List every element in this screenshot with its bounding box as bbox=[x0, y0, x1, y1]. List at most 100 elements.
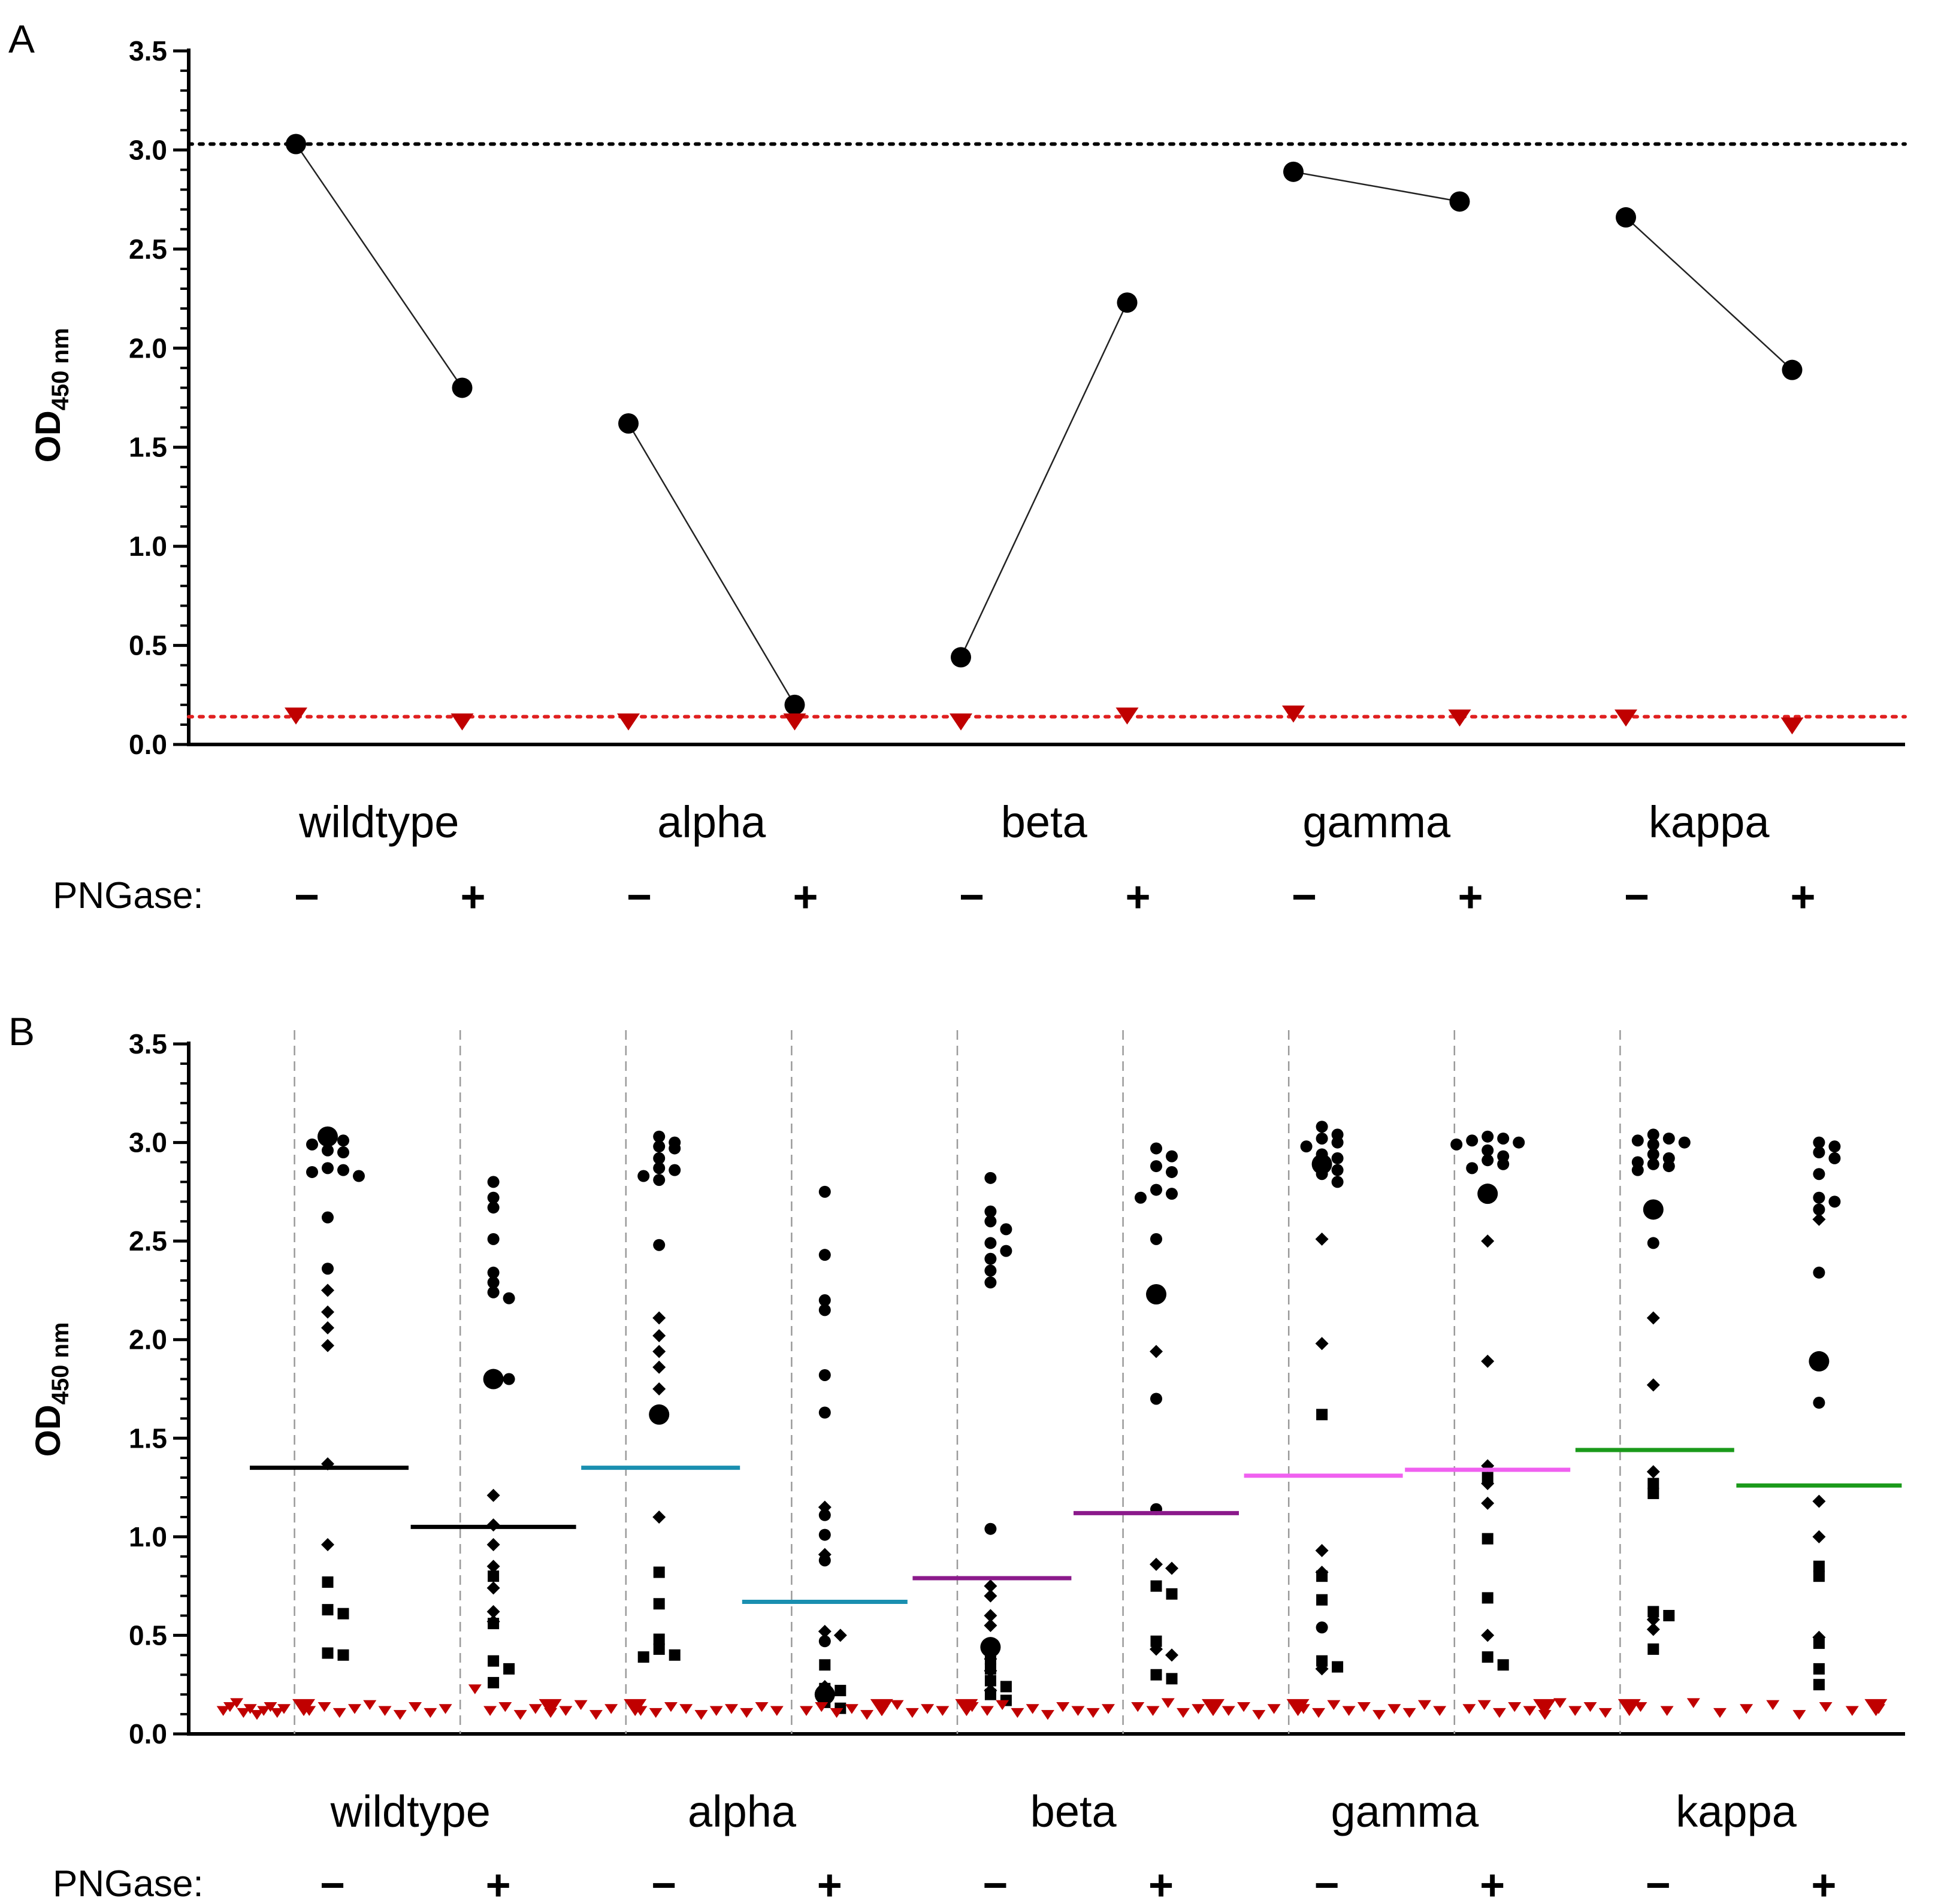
panel-b-square-alpha-minus bbox=[653, 1566, 665, 1578]
panel-b-square-alpha-minus bbox=[653, 1643, 665, 1655]
panel-b-diamond-wildtype-plus bbox=[486, 1581, 500, 1595]
panel-b-control-triangle-kappa-minus bbox=[1492, 1708, 1506, 1718]
panel-b-control-triangle-highlight-wildtype-plus bbox=[539, 1699, 562, 1717]
panel-b-control-triangle-beta-plus bbox=[1011, 1708, 1024, 1718]
panel-b-circle-wildtype-minus bbox=[353, 1170, 365, 1182]
panel-b-circle-alpha-plus bbox=[818, 1369, 831, 1381]
panel-b-diamond-alpha-minus bbox=[652, 1510, 666, 1524]
panel-b-square-gamma-plus bbox=[1497, 1659, 1509, 1671]
panel-b-circle-kappa-plus bbox=[1813, 1168, 1825, 1180]
panel-b-circle-kappa-plus bbox=[1828, 1195, 1841, 1208]
panel-b-square-wildtype-minus bbox=[322, 1604, 334, 1616]
panel-b-diamond-alpha-plus bbox=[818, 1548, 832, 1561]
panel-b-y-tick-label: 3.5 bbox=[129, 1028, 167, 1060]
panel-a-pngase-plus: + bbox=[1125, 873, 1150, 921]
panel-b-circle-gamma-plus bbox=[1482, 1130, 1494, 1143]
panel-b-pngase-plus: + bbox=[1148, 1861, 1174, 1904]
panel-b-control-triangle-alpha-plus bbox=[664, 1702, 678, 1712]
panel-b-diamond-wildtype-plus bbox=[486, 1560, 500, 1573]
panel-b-control-triangle-wildtype-plus bbox=[348, 1704, 362, 1714]
panel-a-control-triangle-wildtype-minus bbox=[285, 707, 307, 725]
panel-a-y-tick-label: 2.0 bbox=[129, 332, 167, 364]
panel-b-circle-gamma-plus bbox=[1466, 1134, 1479, 1147]
panel-b-category-label: gamma bbox=[1331, 1787, 1480, 1836]
panel-b-square-gamma-plus bbox=[1482, 1592, 1493, 1604]
panel-b-circle-beta-minus bbox=[1000, 1223, 1012, 1236]
panel-b-diamond-gamma-plus bbox=[1481, 1496, 1495, 1510]
panel-b-control-triangle-beta-minus bbox=[890, 1700, 904, 1711]
panel-b-diamond-beta-minus bbox=[984, 1609, 997, 1623]
panel-b-y-tick-label: 1.0 bbox=[129, 1521, 167, 1552]
panel-b-circle-kappa-plus bbox=[1813, 1136, 1825, 1149]
panel-b-control-triangle-wildtype-plus bbox=[393, 1710, 407, 1720]
panel-b-control-triangle-kappa-plus bbox=[1792, 1710, 1806, 1720]
panel-a-connector-line bbox=[295, 143, 463, 389]
panel-b-control-triangle-beta-minus bbox=[830, 1708, 843, 1718]
panel-b-control-triangle-alpha-minus bbox=[544, 1708, 558, 1718]
panel-b-circle-alpha-minus bbox=[669, 1142, 681, 1155]
panel-b-control-triangle-beta-minus bbox=[921, 1704, 935, 1714]
panel-b-pngase-plus: + bbox=[486, 1861, 511, 1904]
panel-b-circle-gamma-minus bbox=[1331, 1152, 1344, 1164]
panel-b-diamond-beta-plus bbox=[1165, 1648, 1178, 1662]
panel-b-control-triangle-kappa-plus bbox=[1845, 1706, 1859, 1716]
panel-a-point-alpha-plus bbox=[784, 694, 805, 715]
panel-b-circle-gamma-minus bbox=[1316, 1121, 1328, 1133]
panel-b-control-triangle-wildtype-minus bbox=[277, 1704, 291, 1714]
panel-a-pngase-minus: − bbox=[959, 873, 984, 921]
panel-b-control-triangle-kappa-minus bbox=[1477, 1700, 1491, 1711]
panel-b-pngase-minus: − bbox=[651, 1861, 676, 1904]
panel-a-point-gamma-plus bbox=[1449, 191, 1470, 212]
panel-b-square-beta-plus bbox=[1150, 1635, 1162, 1647]
panel-b-control-triangle-gamma-minus bbox=[1267, 1704, 1281, 1714]
panel-b-circle-alpha-minus bbox=[653, 1130, 666, 1143]
panel-b-control-triangle-beta-plus bbox=[1071, 1706, 1085, 1716]
panel-a-control-triangle-beta-plus bbox=[1115, 707, 1139, 725]
panel-b-circle-wildtype-plus bbox=[487, 1286, 500, 1298]
panel-b-control-triangle-gamma-plus bbox=[1402, 1708, 1416, 1718]
panel-b-diamond-kappa-minus bbox=[1646, 1378, 1660, 1392]
panel-b-chart: OD450 nm 0.0 0.5 1.0 1.5 2.0 2.5 3.0 3.5 wildtyp… bbox=[29, 1028, 1905, 1904]
panel-b-circle-alpha-plus bbox=[818, 1185, 831, 1198]
panel-b-circle-alpha-plus bbox=[818, 1528, 831, 1541]
panel-b-control-triangle-gamma-plus bbox=[1342, 1706, 1356, 1716]
panel-b-control-triangle-beta-plus bbox=[1026, 1704, 1039, 1714]
panel-b-diamond-alpha-plus bbox=[833, 1628, 847, 1642]
panel-b-control-triangle-kappa-plus bbox=[1819, 1702, 1833, 1712]
panel-b-circle-beta-plus bbox=[1166, 1166, 1178, 1178]
panel-b-diamond-kappa-plus bbox=[1812, 1530, 1826, 1543]
panel-b-square-alpha-minus bbox=[653, 1633, 665, 1645]
panel-b-diamond-gamma-minus bbox=[1315, 1543, 1329, 1557]
panel-b-diamond-kappa-plus bbox=[1812, 1212, 1826, 1226]
panel-a-letter: A bbox=[8, 17, 35, 61]
panel-b-circle-kappa-plus bbox=[1828, 1152, 1841, 1164]
panel-a-y-axis-label: OD450 nm bbox=[29, 328, 74, 463]
panel-b-control-triangle-kappa-plus bbox=[1740, 1704, 1753, 1714]
panel-b-square-beta-plus bbox=[1166, 1673, 1178, 1685]
panel-b-circle-kappa-minus bbox=[1631, 1164, 1644, 1176]
panel-a-connector-line bbox=[1625, 216, 1793, 371]
panel-b-circle-beta-plus bbox=[1166, 1150, 1178, 1163]
panel-b-circle-gamma-minus bbox=[1316, 1132, 1328, 1145]
panel-a-point-wildtype-minus bbox=[286, 134, 306, 155]
panel-b-control-triangle-wildtype-plus bbox=[424, 1708, 437, 1718]
panel-b-pngase-plus: + bbox=[1480, 1861, 1505, 1904]
panel-a-category-label: alpha bbox=[657, 797, 766, 847]
panel-b-control-triangle-beta-plus bbox=[1056, 1702, 1070, 1712]
panel-b-control-triangle-alpha-plus bbox=[649, 1708, 663, 1718]
panel-b-circle-wildtype-plus bbox=[503, 1373, 515, 1385]
panel-b-circle-kappa-plus bbox=[1813, 1191, 1825, 1204]
panel-b-control-triangle-alpha-minus bbox=[528, 1704, 542, 1714]
panel-b-diamond-kappa-minus bbox=[1646, 1465, 1660, 1479]
panel-b-highlight-point-kappa-minus bbox=[1643, 1199, 1664, 1220]
panel-b-square-wildtype-plus bbox=[488, 1570, 500, 1582]
panel-b-circle-beta-plus bbox=[1135, 1191, 1147, 1204]
panel-b-control-triangle-kappa-minus bbox=[1583, 1702, 1597, 1712]
panel-b-control-triangle-gamma-minus bbox=[1222, 1706, 1235, 1716]
panel-b-circle-kappa-minus bbox=[1647, 1128, 1659, 1141]
panel-b-category-label: beta bbox=[1030, 1787, 1117, 1836]
panel-b-circle-beta-plus bbox=[1150, 1160, 1162, 1173]
panel-b-control-triangle-wildtype-minus bbox=[243, 1704, 257, 1714]
panel-b-diamond-beta-plus bbox=[1150, 1557, 1163, 1571]
